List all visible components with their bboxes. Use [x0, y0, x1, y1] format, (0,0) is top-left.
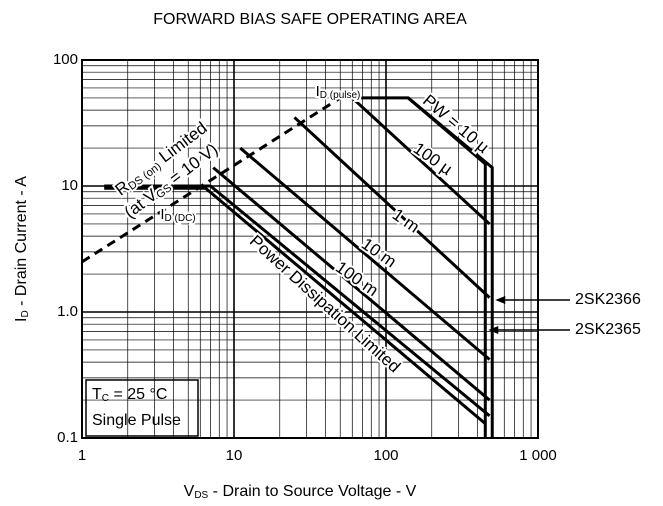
series-line	[239, 146, 491, 361]
pointer-head	[495, 296, 506, 304]
chart-title: FORWARD BIAS SAFE OPERATING AREA	[153, 11, 467, 28]
x-tick-label: 1 000	[519, 447, 557, 464]
annotation: ID (DC)	[160, 206, 195, 224]
y-tick-label: 1.0	[57, 303, 78, 320]
text-part: I	[316, 83, 320, 100]
annotation: 2SK2366	[575, 291, 641, 308]
series-line	[104, 186, 487, 425]
text-part: 100 m	[332, 258, 382, 301]
x-tick-label: 1	[78, 447, 86, 464]
text-part: C	[102, 393, 109, 404]
x-tick-label: 100	[373, 447, 398, 464]
x-axis-label: VDS - Drain to Source Voltage - V	[184, 483, 417, 500]
y-tick-label: 100	[53, 51, 78, 68]
y-axis-label: ID - Drain Current - A	[13, 176, 30, 322]
pointer-head	[488, 326, 499, 334]
plot-frame	[81, 59, 539, 439]
text-part: T	[92, 386, 102, 403]
annotation: Single Pulse	[92, 412, 181, 429]
condition-box	[85, 379, 199, 437]
annotation: 2SK2365	[575, 321, 641, 338]
annotation: 100 m	[332, 258, 382, 301]
series-line	[407, 96, 487, 438]
y-tick-label: 0.1	[57, 429, 78, 446]
x-tick-label: 10	[226, 447, 243, 464]
series-line	[212, 166, 491, 402]
series-line	[351, 96, 491, 226]
text-part: = 25 °C	[109, 386, 167, 403]
text-part: D	[20, 310, 31, 317]
annotation: ID (pulse)	[316, 83, 361, 101]
text-part: 2SK2366	[575, 291, 641, 308]
text-part: DS	[194, 490, 208, 501]
annotation: TC = 25 °C	[92, 386, 167, 403]
text-part: V	[184, 483, 195, 500]
series-line	[104, 184, 491, 417]
series-line	[293, 116, 491, 299]
text-part: 2SK2365	[575, 321, 641, 338]
text-part: - Drain Current - A	[13, 176, 30, 311]
text-part: I	[13, 318, 30, 322]
y-tick-label: 10	[61, 177, 78, 194]
text-part: - Drain to Source Voltage - V	[208, 483, 416, 500]
text-part: I	[160, 206, 164, 223]
text-part: Single Pulse	[92, 412, 181, 429]
text-part: D (pulse)	[320, 90, 361, 101]
text-part: D (DC)	[165, 213, 196, 224]
series-line	[81, 96, 342, 264]
